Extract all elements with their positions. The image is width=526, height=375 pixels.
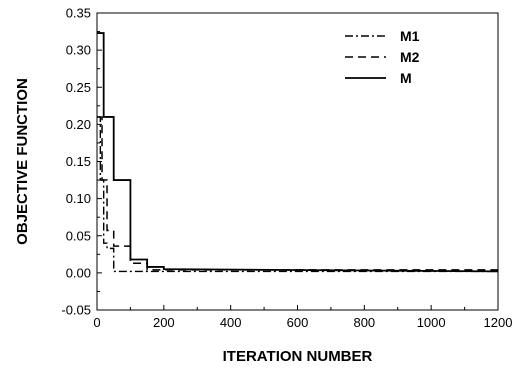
y-tick-label: 0.05 <box>66 228 91 243</box>
y-tick-label: 0.30 <box>66 43 91 58</box>
legend-label: M1 <box>400 28 420 44</box>
x-tick-label: 200 <box>153 315 175 330</box>
axes <box>96 12 499 311</box>
x-axis-title: ITERATION NUMBER <box>223 348 373 365</box>
plot-frame <box>96 12 499 311</box>
x-tick-label: 1200 <box>484 315 513 330</box>
y-tick-label: 0.35 <box>66 6 91 21</box>
x-tick-labels: 0 200 400 600 800 1000 1200 <box>93 315 512 330</box>
series-line-m1 <box>97 116 498 273</box>
tick-marks <box>96 12 499 311</box>
y-tick-label: 0.20 <box>66 117 91 132</box>
y-tick-label: 0.25 <box>66 80 91 95</box>
x-tick-label: 800 <box>353 315 375 330</box>
x-tick-label: 600 <box>287 315 309 330</box>
series-line-m2 <box>97 116 498 271</box>
x-tick-label: 1000 <box>417 315 446 330</box>
legend: M1 M2 M <box>345 28 420 86</box>
y-tick-label: 0.15 <box>66 154 91 169</box>
series-line-m <box>97 32 499 273</box>
series-lines <box>97 32 499 273</box>
x-tick-label: 400 <box>220 315 242 330</box>
y-axis-title: OBJECTIVE FUNCTION <box>14 78 31 245</box>
y-tick-label: 0.00 <box>66 265 91 280</box>
x-tick-label: 0 <box>93 315 100 330</box>
y-tick-label: -0.05 <box>61 303 91 318</box>
legend-label: M <box>400 70 412 86</box>
legend-label: M2 <box>400 49 420 65</box>
y-tick-labels: -0.05 0.00 0.05 0.10 0.15 0.20 0.25 0.30 0.35 <box>61 6 91 318</box>
y-tick-label: 0.10 <box>66 191 91 206</box>
